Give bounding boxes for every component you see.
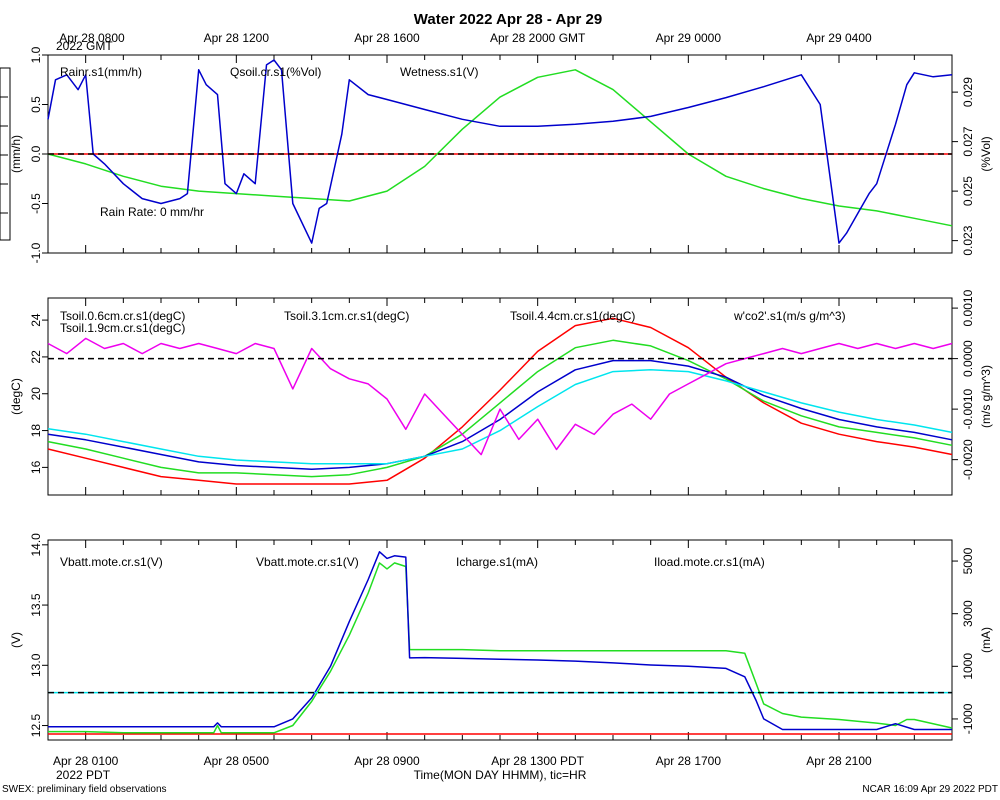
- y-left-tick-label: 22: [29, 350, 43, 364]
- y-left-tick-label: 13.5: [29, 593, 43, 617]
- series-line-2-2: [48, 551, 952, 731]
- legend-tsoil-4-4cm: Tsoil.4.4cm.cr.s1(degC): [510, 309, 635, 323]
- series-line-0-2: [47, 59, 953, 244]
- y-left-tick-label: 24: [29, 313, 43, 327]
- rain-rate-annotation: Rain Rate: 0 mm/hr: [100, 205, 204, 219]
- y-right-tick-label: -0.0020: [961, 439, 975, 480]
- top-tick-label: Apr 28 1200: [204, 31, 270, 45]
- y-left-axis-label: (degC): [9, 378, 23, 415]
- y-right-tick-label: 0.025: [961, 176, 975, 206]
- y-right-tick-label: -0.0010: [961, 388, 975, 429]
- top-time-axis: Apr 28 0800 Apr 28 1200 Apr 28 1600 Apr 28 …: [59, 31, 872, 45]
- y-left-tick-label: 18: [29, 424, 43, 438]
- series-line-0-1: [47, 69, 953, 227]
- y-left-tick-label: -1.0: [29, 242, 43, 263]
- y-left-tick-label: 12.5: [29, 714, 43, 738]
- y-left-axis-label: (mm/h): [9, 135, 23, 173]
- y-left-tick-label: 14.0: [29, 533, 43, 557]
- bottom-tick-label: Apr 28 0900: [354, 754, 420, 768]
- y-left-axis-label: (V): [9, 632, 23, 648]
- y-right-tick-label: 0.0010: [961, 289, 975, 326]
- y-left-tick-label: 1.0: [29, 46, 43, 63]
- series-line-1-3: [47, 369, 953, 465]
- panel-rain-wetness: 1.0 0.5 0.0 -0.5 -1.0 0.029 0.027 0.025 0.023 (mm…: [0, 46, 993, 263]
- footer-left-note: SWEX: preliminary field observations: [2, 784, 167, 795]
- legend-tsoil-1-9cm: Tsoil.1.9cm.cr.s1(degC): [60, 321, 185, 335]
- legend-vbatt-red: Vbatt.mote.cr.s1(V): [60, 555, 163, 569]
- top-tick-label: Apr 29 0400: [806, 31, 872, 45]
- series-line-1-0: [47, 317, 953, 485]
- top-tick-label: Apr 29 0000: [656, 31, 722, 45]
- y-right-tick-label: 0.023: [961, 225, 975, 255]
- legend-rainr: Rainr.s1(mm/h): [60, 65, 142, 79]
- y-right-axis-label: (%Vol): [979, 136, 993, 171]
- legend-wco2: w'co2'.s1(m/s g/m^3): [733, 309, 846, 323]
- y-left-tick-label: 0.5: [29, 96, 43, 113]
- x-axis-label: Time(MON DAY HHMM), tic=HR: [414, 768, 587, 782]
- panel-mote-battery: 14.0 13.5 13.0 12.5 5000 3000 1000 -1000 (V) (mA): [9, 533, 993, 741]
- series-line-1-2: [47, 359, 953, 470]
- bottom-tick-label: Apr 28 0500: [204, 754, 270, 768]
- y-left-tick-label: 0.0: [29, 145, 43, 162]
- y-right-axis-label: (m/s g/m^3): [979, 365, 993, 428]
- bottom-tz-label: 2022 PDT: [56, 768, 111, 782]
- top-tick-label: Apr 28 1600: [354, 31, 420, 45]
- top-tz-label: 2022 GMT: [56, 39, 113, 53]
- y-right-tick-label: 0.027: [961, 126, 975, 156]
- legend-iload: Iload.mote.cr.s1(mA): [654, 555, 765, 569]
- series-line-1-4: [47, 337, 953, 456]
- panel-soil-temperature: 24 22 20 18 16 0.0010 0.0000 -0.0010 -0.0020 (deg…: [9, 289, 993, 496]
- y-left-tick-label: -0.5: [29, 193, 43, 214]
- bottom-time-axis: Apr 28 0100 Apr 28 0500 Apr 28 0900 Apr 28 …: [53, 754, 872, 768]
- series-line-2-1: [48, 562, 953, 734]
- legend-icharge: Icharge.s1(mA): [456, 555, 538, 569]
- y-left-tick-label: 13.0: [29, 653, 43, 677]
- side-legend-box: [0, 67, 11, 241]
- series-line-1-1: [47, 339, 953, 478]
- bottom-tick-label: Apr 28 1300 PDT: [491, 754, 584, 768]
- legend-vbatt-green: Vbatt.mote.cr.s1(V): [256, 555, 359, 569]
- y-left-tick-label: 16: [29, 460, 43, 474]
- legend-wetness: Wetness.s1(V): [400, 65, 478, 79]
- bottom-tick-label: Apr 28 0100: [53, 754, 119, 768]
- bottom-tick-label: Apr 28 2100: [806, 754, 872, 768]
- y-right-tick-label: 3000: [961, 600, 975, 627]
- y-right-tick-label: 0.0000: [961, 340, 975, 377]
- y-right-tick-label: -1000: [961, 703, 975, 734]
- legend-tsoil-3-1cm: Tsoil.3.1cm.cr.s1(degC): [284, 309, 409, 323]
- y-right-tick-label: 1000: [961, 653, 975, 680]
- y-right-tick-label: 5000: [961, 547, 975, 574]
- legend-tsoil-0-6cm: Tsoil.0.6cm.cr.s1(degC): [60, 309, 185, 323]
- top-tick-label: Apr 28 2000 GMT: [490, 31, 586, 45]
- bottom-tick-label: Apr 28 1700: [656, 754, 722, 768]
- plot-frame: [47, 539, 953, 741]
- footer-right-note: NCAR 16:09 Apr 29 2022 PDT: [862, 784, 998, 795]
- chart-title: Water 2022 Apr 28 - Apr 29: [414, 11, 602, 28]
- legend-qsoil: Qsoil.cr.s1(%Vol): [230, 65, 321, 79]
- top-tick-label: Apr 28 0800: [59, 31, 125, 45]
- y-left-tick-label: 20: [29, 387, 43, 401]
- y-right-axis-label: (mA): [979, 627, 993, 653]
- y-right-tick-label: 0.029: [961, 77, 975, 107]
